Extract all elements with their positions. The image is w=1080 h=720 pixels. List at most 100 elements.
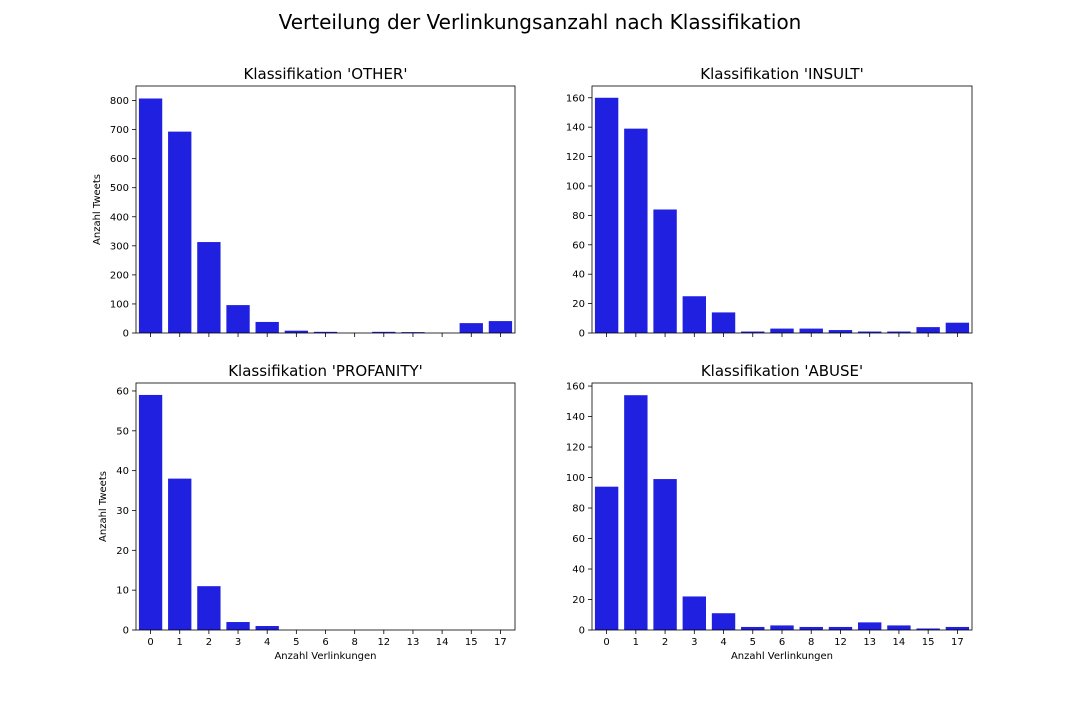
bar-1 [624,395,648,630]
bar-17 [945,322,970,333]
x-axis-label: Anzahl Verlinkungen [274,651,376,662]
x-tick-label: 15 [922,637,935,648]
y-tick-label: 120 [566,443,585,454]
y-tick-label: 300 [110,241,129,252]
y-tick-label: 0 [579,626,585,637]
x-tick-label: 0 [147,637,153,648]
y-tick-label: 600 [110,154,129,165]
bar-6 [770,625,794,630]
panel-title: Klassifikation 'INSULT' [700,65,863,83]
bar-3 [682,296,706,333]
y-tick-label: 200 [110,270,129,281]
panel-profanity: 0 1 2 3 4 5 6 8 12 13 14 15 170102030405060Klassifik… [98,362,516,662]
x-axis-label: Anzahl Verlinkungen [731,651,833,662]
x-tick-label: 5 [750,637,756,648]
bar-12 [828,330,853,333]
bar-1 [168,478,192,630]
x-tick-label: 3 [691,637,697,648]
bar-3 [682,596,706,630]
y-tick-label: 120 [566,152,585,163]
x-tick-label: 14 [893,637,906,648]
y-tick-label: 100 [110,299,129,310]
y-tick-label: 0 [123,626,129,637]
x-tick-label: 12 [834,637,847,648]
x-tick-label: 8 [808,637,814,648]
bar-0 [594,486,619,630]
bar-0 [594,97,619,333]
bar-0 [138,98,163,333]
x-tick-label: 17 [951,637,964,648]
x-tick-label: 1 [177,637,183,648]
x-tick-label: 13 [407,637,420,648]
bar-3 [226,305,250,333]
bar-1 [168,131,192,333]
panel-other: 0 100 200 300 400 500 600 700 800 Klassifikation … [92,65,516,340]
y-tick-label: 60 [572,534,585,545]
panel-title: Klassifikation 'PROFANITY' [228,362,423,380]
y-tick-label: 40 [572,270,585,281]
bar-4 [255,321,279,333]
bar-4 [711,613,736,630]
y-tick-label: 20 [572,595,585,606]
bar-8 [799,626,823,630]
bar-1 [624,128,648,333]
y-tick-label: 100 [566,181,585,192]
axes-frame [135,382,516,631]
y-tick-label: 80 [572,504,585,515]
y-tick-label: 80 [572,211,585,222]
bar-5 [284,330,309,333]
y-tick-label: 800 [110,96,129,107]
panel-insult: 0 20 40 60 80 100 120 140 160 Klassifikation 'INS… [566,65,973,340]
bar-13 [401,332,425,333]
panel-abuse: 0 1 2 3 4 5 6 8 12 13 14 15 17020406080100120140160K… [566,362,973,662]
panel-title: Klassifikation 'OTHER' [244,65,408,83]
axes-frame [591,85,973,334]
axes-frame [591,382,973,631]
bar-2 [653,209,677,333]
y-tick-label: 0 [579,329,585,340]
bar-15 [459,323,483,333]
panel-title: Klassifikation 'ABUSE' [701,362,863,380]
x-tick-label: 12 [377,637,390,648]
bar-4 [255,626,279,630]
y-tick-label: 40 [116,466,129,477]
x-tick-label: 2 [662,637,668,648]
y-tick-label: 160 [566,382,585,393]
bar-4 [711,312,736,333]
bar-8 [799,328,823,333]
x-tick-label: 8 [351,637,357,648]
y-tick-label: 20 [572,299,585,310]
x-tick-label: 17 [494,637,507,648]
y-axis-label: Anzahl Tweets [98,471,109,542]
y-tick-label: 400 [110,212,129,223]
y-tick-label: 0 [123,329,129,340]
y-tick-label: 140 [566,123,585,134]
x-tick-label: 6 [322,637,328,648]
y-tick-label: 140 [566,412,585,423]
y-tick-label: 100 [566,473,585,484]
x-tick-label: 6 [779,637,785,648]
x-tick-label: 1 [633,637,639,648]
x-tick-label: 4 [720,637,726,648]
x-tick-label: 14 [436,637,449,648]
y-tick-label: 30 [116,506,129,517]
bar-2 [197,586,221,630]
y-tick-label: 50 [116,426,129,437]
x-tick-label: 13 [863,637,876,648]
figure-title: Verteilung der Verlinkungsanzahl nach Kl… [279,10,802,34]
bar-5 [741,626,765,630]
x-tick-label: 4 [264,637,270,648]
bar-6 [770,328,794,333]
x-tick-label: 3 [235,637,241,648]
bar-17 [488,321,513,333]
y-tick-label: 60 [116,386,129,397]
bar-14 [887,625,911,630]
bar-2 [653,479,677,630]
bar-13 [858,622,882,630]
y-axis-label: Anzahl Tweets [92,174,103,245]
bar-15 [916,628,940,630]
bar-17 [945,626,970,630]
bar-15 [916,327,940,333]
bar-2 [197,242,221,333]
